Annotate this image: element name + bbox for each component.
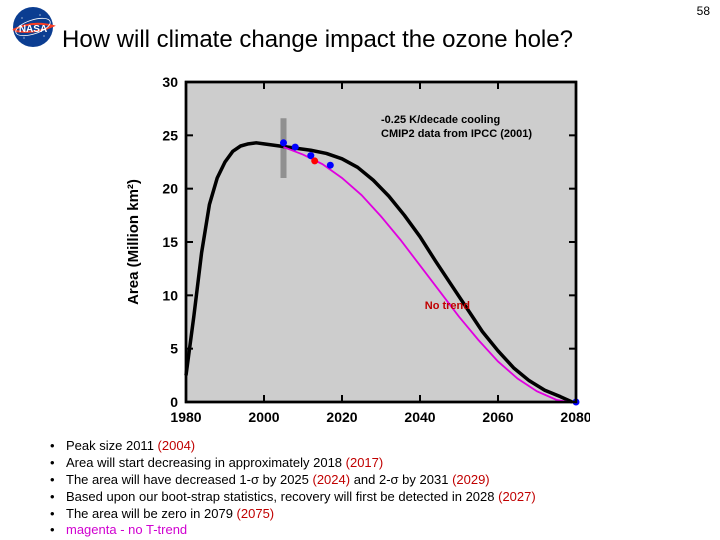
svg-text:10: 10 — [162, 287, 178, 303]
annotation-notrend: No trend — [425, 300, 470, 312]
svg-text:Area (Million km²): Area (Million km²) — [125, 179, 142, 305]
annotation-cooling-l2: CMIP2 data from IPCC (2001) — [381, 128, 532, 140]
svg-text:20: 20 — [162, 181, 178, 197]
bullet-item: Area will start decreasing in approximat… — [50, 455, 536, 472]
bullet-item: Based upon our boot-strap statistics, re… — [50, 489, 536, 506]
svg-text:2020: 2020 — [326, 409, 357, 425]
bullet-list: Peak size 2011 (2004)Area will start dec… — [50, 438, 536, 539]
annotation-cooling: -0.25 K/decade cooling CMIP2 data from I… — [381, 114, 532, 142]
page-number: 58 — [697, 4, 710, 18]
svg-text:30: 30 — [162, 74, 178, 90]
ozone-area-chart: 1980 2000 2020 2040 2060 2080 0 5 10 15 20 25 30 Area… — [120, 72, 590, 432]
page-title: How will climate change impact the ozone… — [62, 26, 573, 54]
bullet-item: The area will be zero in 2079 (2075) — [50, 506, 536, 523]
svg-text:2040: 2040 — [404, 409, 435, 425]
bullet-item: Peak size 2011 (2004) — [50, 438, 536, 455]
svg-text:2060: 2060 — [482, 409, 513, 425]
svg-text:5: 5 — [170, 341, 178, 357]
annotation-cooling-l1: -0.25 K/decade cooling — [381, 114, 500, 126]
svg-text:2000: 2000 — [248, 409, 279, 425]
svg-text:15: 15 — [162, 234, 178, 250]
nasa-logo: NASA — [10, 6, 56, 48]
svg-text:1980: 1980 — [170, 409, 201, 425]
svg-text:25: 25 — [162, 127, 178, 143]
svg-text:NASA: NASA — [19, 24, 47, 35]
bullet-item: magenta - no T-trend — [50, 522, 536, 539]
bullet-item: The area will have decreased 1-σ by 2025… — [50, 472, 536, 489]
svg-text:2080: 2080 — [560, 409, 590, 425]
svg-text:0: 0 — [170, 394, 178, 410]
